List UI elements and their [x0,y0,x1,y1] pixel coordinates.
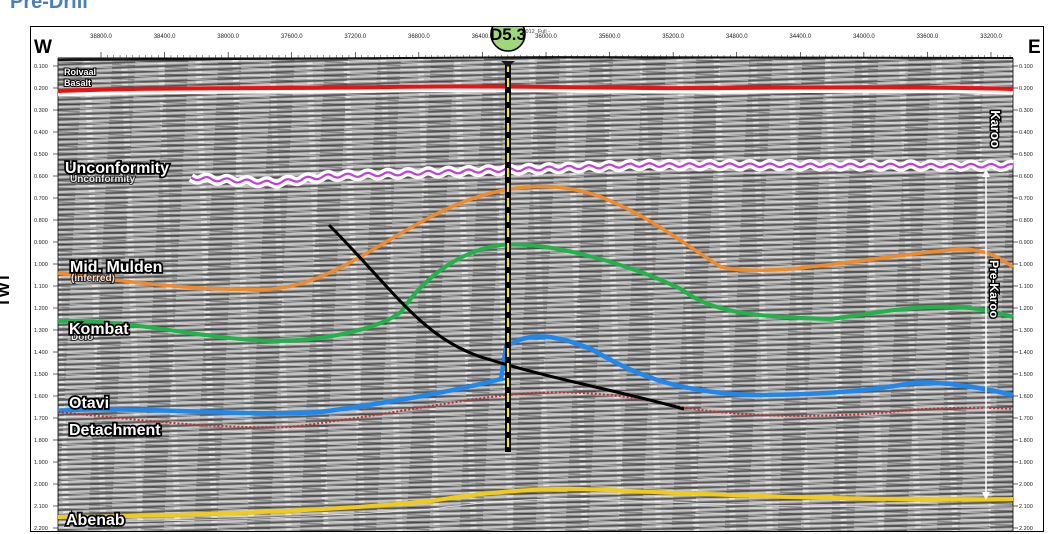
time-axis-left: 0.100 0.200 0.300 0.400 0.500 0.600 0.700 0.800… [34,64,58,532]
time-tick-label: 0.800 [1019,218,1033,224]
label-mid-mulden: Mid. Mulden [70,259,162,276]
well-head-marker[interactable] [490,27,526,52]
time-tick-label: 0.400 [1019,130,1033,136]
pre-karoo-label: Pre-Karoo [987,260,1001,318]
ghost-unconformity: Unconformity [70,174,135,185]
time-tick-label: 1.200 [1019,306,1033,312]
shotpoint-tick-label: 38000.0 [217,34,239,40]
seismic-section-frame: 38800.0 38400.0 38000.0 37600.0 37200.0 36800… [30,26,1044,532]
shotpoint-tick-label: 38800.0 [90,34,112,40]
shotpoint-tick-label: 37600.0 [281,34,303,40]
label-abenab: Abenab [66,512,125,529]
well-label: D5.3 [490,27,526,44]
shotpoint-tick-label: 36400.0 [472,34,494,40]
time-tick-label: 1.300 [1019,328,1033,334]
time-tick-label: 0.200 [1019,86,1033,92]
time-tick-label: 1.500 [1019,372,1033,378]
time-tick-label: 1.500 [34,372,48,378]
time-tick-label: 0.900 [1019,240,1033,246]
ghost-mid-mulden: (inferred) [71,273,115,284]
label-otavi: Otavi [69,395,109,412]
time-tick-label: 1.100 [1019,284,1033,290]
label-roivaal-basalt: Basalt [64,78,91,88]
shotpoint-tick-label: 36000.0 [535,34,557,40]
time-tick-label: 1.300 [34,328,48,334]
horizon-otavi[interactable] [57,334,1014,416]
shotpoint-tick-label: 37200.0 [344,34,366,40]
time-tick-label: 1.600 [1019,394,1033,400]
time-tick-label: 1.800 [34,438,48,444]
time-tick-label: 0.500 [34,152,48,158]
east-label: E [1028,37,1041,58]
horizon-detachment[interactable] [57,391,1014,429]
arrow-up-icon [982,169,990,177]
time-tick-label: 0.100 [34,64,48,70]
time-tick-label: 0.600 [34,174,48,180]
shotpoint-tick-label: 38400.0 [154,34,176,40]
time-tick-label: 1.800 [1019,438,1033,444]
time-tick-label: 2.200 [34,526,48,532]
time-tick-label: 1.100 [34,284,48,290]
shotpoint-tick-label: 36800.0 [408,34,430,40]
fault-line[interactable] [327,223,685,411]
time-tick-label: 1.600 [34,394,48,400]
horizon-abenab[interactable] [57,486,1014,524]
time-tick-label: 1.700 [1019,416,1033,422]
time-tick-label: 1.000 [1019,262,1033,268]
horizon-kombat[interactable] [57,242,1014,344]
time-tick-label: 1.900 [1019,460,1033,466]
shotpoint-tick-label: 33200.0 [980,34,1002,40]
west-label: W [34,37,52,58]
time-tick-label: 0.300 [1019,108,1033,114]
label-unconformity: Unconformity [65,160,169,177]
time-tick-label: 1.400 [34,350,48,356]
time-tick-label: 0.400 [34,130,48,136]
time-tick-label: 0.600 [1019,174,1033,180]
label-kombat: Kombat [69,321,129,338]
time-tick-label: 2.100 [1019,504,1033,510]
time-tick-label: 0.700 [1019,196,1033,202]
shotpoint-tick-label: 34800.0 [726,34,748,40]
time-tick-label: 2.100 [34,504,48,510]
time-tick-label: 1.700 [34,416,48,422]
time-tick-label: 0.300 [34,108,48,114]
time-tick-label: 2.000 [1019,482,1033,488]
time-tick-label: 1.900 [34,460,48,466]
shotpoint-tick-label: 33600.0 [917,34,939,40]
time-tick-label: 0.900 [34,240,48,246]
shotpoint-tick-label: 35600.0 [599,34,621,40]
horizon-roivaal[interactable] [57,84,1014,97]
seismic-section[interactable]: 38800.0 38400.0 38000.0 37600.0 37200.0 36800… [31,27,1044,532]
arrow-down-icon [982,492,990,500]
horizon-unconformity[interactable] [188,158,1016,189]
shotpoint-tick-label: 34400.0 [789,34,811,40]
time-tick-label: 1.000 [34,262,48,268]
time-tick-label: 0.500 [1019,152,1033,158]
karoo-label: Karoo [988,110,1003,148]
twt-axis-label: TWT [0,272,13,308]
label-detachment: Detachment [69,422,161,439]
time-tick-label: 1.400 [1019,350,1033,356]
time-tick-label: 2.000 [34,482,48,488]
label-roivaal: Roivaal [64,67,96,77]
time-tick-label: 0.200 [34,86,48,92]
time-axis-right: 0.100 0.200 0.300 0.400 0.500 0.600 0.700 0.800… [1013,64,1033,532]
well-d5-3[interactable]: D5.3 [490,27,526,452]
time-tick-label: 0.700 [34,196,48,202]
shotpoint-tick-label: 34000.0 [853,34,875,40]
time-tick-label: 1.200 [34,306,48,312]
horizon-mid-mulden[interactable] [57,184,1014,292]
time-tick-label: 2.200 [1019,526,1033,532]
time-tick-label: 0.100 [1019,64,1033,70]
time-tick-label: 0.800 [34,218,48,224]
page-title: Pre-Drill [10,0,88,13]
ghost-kombat: Dolo [71,332,93,343]
shotpoint-axis: 38800.0 38400.0 38000.0 37600.0 37200.0 36800… [90,34,1011,58]
shotpoint-tick-label: 35200.0 [662,34,684,40]
interval-markers: Karoo Pre-Karoo [982,109,1005,500]
